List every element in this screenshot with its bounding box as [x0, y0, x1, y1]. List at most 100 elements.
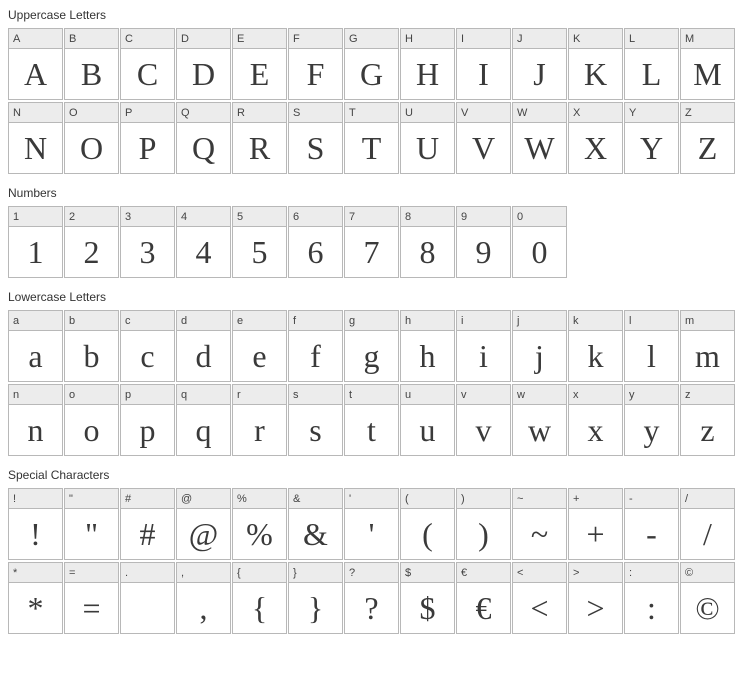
character-cell[interactable]: 00 [512, 206, 567, 278]
character-cell[interactable]: 55 [232, 206, 287, 278]
character-cell[interactable]: ff [288, 310, 343, 382]
character-cell[interactable]: JJ [512, 28, 567, 100]
character-glyph: o [65, 405, 118, 455]
character-cell[interactable]: FF [288, 28, 343, 100]
character-cell[interactable]: HH [400, 28, 455, 100]
character-cell[interactable]: LL [624, 28, 679, 100]
character-cell[interactable]: // [680, 488, 735, 560]
character-cell[interactable]: pp [120, 384, 175, 456]
character-cell[interactable]: . [120, 562, 175, 634]
character-cell[interactable]: "" [64, 488, 119, 560]
character-glyph: 2 [65, 227, 118, 277]
character-label: U [401, 103, 454, 123]
character-cell[interactable]: ## [120, 488, 175, 560]
character-cell[interactable]: ** [8, 562, 63, 634]
character-cell[interactable]: 66 [288, 206, 343, 278]
character-cell[interactable]: )) [456, 488, 511, 560]
character-cell[interactable]: uu [400, 384, 455, 456]
character-cell[interactable]: '' [344, 488, 399, 560]
character-cell[interactable]: ss [288, 384, 343, 456]
character-cell[interactable]: 22 [64, 206, 119, 278]
character-cell[interactable]: ~~ [512, 488, 567, 560]
character-cell[interactable]: dd [176, 310, 231, 382]
character-cell[interactable]: KK [568, 28, 623, 100]
character-cell[interactable]: && [288, 488, 343, 560]
character-cell[interactable]: !! [8, 488, 63, 560]
character-cell[interactable]: gg [344, 310, 399, 382]
character-cell[interactable]: SS [288, 102, 343, 174]
character-cell[interactable]: 99 [456, 206, 511, 278]
character-cell[interactable]: MM [680, 28, 735, 100]
character-cell[interactable]: NN [8, 102, 63, 174]
character-cell[interactable]: BB [64, 28, 119, 100]
character-label: P [121, 103, 174, 123]
character-cell[interactable]: ©© [680, 562, 735, 634]
character-cell[interactable]: GG [344, 28, 399, 100]
character-cell[interactable]: rr [232, 384, 287, 456]
character-cell[interactable]: nn [8, 384, 63, 456]
character-label: < [513, 563, 566, 583]
character-cell[interactable]: DD [176, 28, 231, 100]
character-cell[interactable]: aa [8, 310, 63, 382]
character-cell[interactable]: 11 [8, 206, 63, 278]
character-cell[interactable]: RR [232, 102, 287, 174]
character-glyph: ( [401, 509, 454, 559]
character-cell[interactable]: UU [400, 102, 455, 174]
character-glyph: 6 [289, 227, 342, 277]
character-cell[interactable]: ll [624, 310, 679, 382]
character-cell[interactable]: 77 [344, 206, 399, 278]
character-cell[interactable]: PP [120, 102, 175, 174]
character-cell[interactable]: 44 [176, 206, 231, 278]
character-cell[interactable]: << [512, 562, 567, 634]
character-cell[interactable]: ++ [568, 488, 623, 560]
character-cell[interactable]: zz [680, 384, 735, 456]
character-cell[interactable]: ww [512, 384, 567, 456]
character-cell[interactable]: >> [568, 562, 623, 634]
character-cell[interactable]: bb [64, 310, 119, 382]
character-cell[interactable]: II [456, 28, 511, 100]
character-cell[interactable]: ee [232, 310, 287, 382]
character-cell[interactable]: xx [568, 384, 623, 456]
character-cell[interactable]: hh [400, 310, 455, 382]
character-cell[interactable]: 88 [400, 206, 455, 278]
character-cell[interactable]: ,, [176, 562, 231, 634]
character-cell[interactable]: @@ [176, 488, 231, 560]
character-glyph: < [513, 583, 566, 633]
character-cell[interactable]: jj [512, 310, 567, 382]
character-cell[interactable]: €€ [456, 562, 511, 634]
character-cell[interactable]: %% [232, 488, 287, 560]
character-cell[interactable]: 33 [120, 206, 175, 278]
character-glyph: p [121, 405, 174, 455]
character-cell[interactable]: (( [400, 488, 455, 560]
character-cell[interactable]: {{ [232, 562, 287, 634]
character-cell[interactable]: kk [568, 310, 623, 382]
character-cell[interactable]: EE [232, 28, 287, 100]
character-cell[interactable]: qq [176, 384, 231, 456]
character-cell[interactable]: ZZ [680, 102, 735, 174]
character-cell[interactable]: ?? [344, 562, 399, 634]
character-label: b [65, 311, 118, 331]
character-glyph: g [345, 331, 398, 381]
character-cell[interactable]: CC [120, 28, 175, 100]
character-cell[interactable]: tt [344, 384, 399, 456]
character-cell[interactable]: yy [624, 384, 679, 456]
character-cell[interactable]: }} [288, 562, 343, 634]
character-cell[interactable]: == [64, 562, 119, 634]
character-cell[interactable]: $$ [400, 562, 455, 634]
character-label: * [9, 563, 62, 583]
character-cell[interactable]: -- [624, 488, 679, 560]
character-cell[interactable]: AA [8, 28, 63, 100]
character-cell[interactable]: TT [344, 102, 399, 174]
character-cell[interactable]: mm [680, 310, 735, 382]
character-cell[interactable]: YY [624, 102, 679, 174]
character-cell[interactable]: oo [64, 384, 119, 456]
character-cell[interactable]: WW [512, 102, 567, 174]
character-cell[interactable]: VV [456, 102, 511, 174]
character-cell[interactable]: ii [456, 310, 511, 382]
character-cell[interactable]: vv [456, 384, 511, 456]
character-cell[interactable]: :: [624, 562, 679, 634]
character-cell[interactable]: QQ [176, 102, 231, 174]
character-cell[interactable]: XX [568, 102, 623, 174]
character-cell[interactable]: cc [120, 310, 175, 382]
character-cell[interactable]: OO [64, 102, 119, 174]
